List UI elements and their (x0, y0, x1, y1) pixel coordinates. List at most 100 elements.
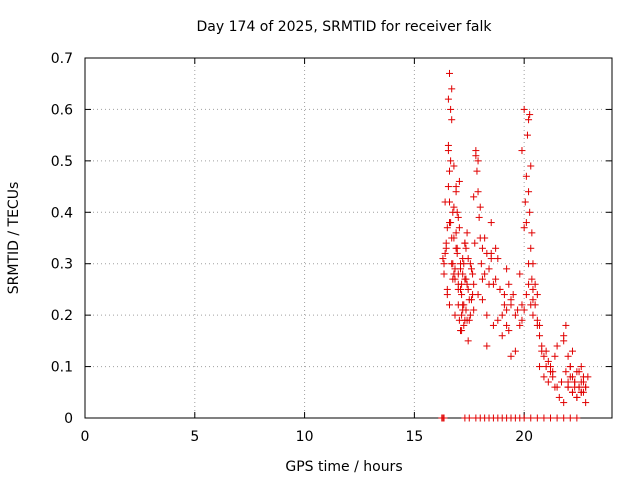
data-point (462, 244, 470, 252)
data-point (566, 363, 574, 371)
data-point (496, 285, 504, 293)
data-point (582, 399, 590, 407)
data-point (531, 280, 539, 288)
data-point (527, 244, 535, 252)
data-point (454, 285, 462, 293)
data-point (450, 203, 458, 211)
data-point (489, 280, 497, 288)
data-point (442, 239, 450, 247)
data-point (465, 414, 473, 422)
data-point (547, 414, 555, 422)
data-point (562, 368, 570, 376)
data-point (446, 301, 454, 309)
data-point (466, 311, 474, 319)
data-point (446, 198, 454, 206)
data-point (531, 301, 539, 309)
data-point (467, 265, 475, 273)
data-point (520, 414, 528, 422)
data-point (542, 347, 550, 355)
data-point (573, 414, 581, 422)
data-point (481, 270, 489, 278)
data-point (520, 224, 528, 232)
data-point (492, 244, 500, 252)
data-point (441, 249, 449, 257)
data-point (452, 229, 460, 237)
data-point (551, 383, 559, 391)
data-point (536, 363, 544, 371)
data-point (518, 301, 526, 309)
data-point (526, 111, 534, 119)
data-point (464, 285, 472, 293)
data-point (568, 347, 576, 355)
data-point (509, 291, 517, 299)
data-point (462, 306, 470, 314)
data-point (518, 147, 526, 155)
data-point (471, 239, 479, 247)
data-point (533, 414, 541, 422)
grid-layer (85, 58, 612, 418)
data-point (582, 383, 590, 391)
data-point (523, 131, 531, 139)
data-point (478, 296, 486, 304)
data-point (551, 352, 559, 360)
y-tick-label: 0.3 (51, 257, 73, 273)
data-point (451, 275, 459, 283)
x-axis-title: GPS time / hours (285, 459, 402, 475)
y-tick-label: 0.2 (51, 308, 73, 324)
data-point (449, 260, 457, 268)
data-point (528, 229, 536, 237)
data-point (483, 249, 491, 257)
data-point (465, 296, 473, 304)
data-point (454, 301, 462, 309)
x-tick-label: 15 (405, 429, 423, 445)
data-point (444, 141, 452, 149)
data-point (566, 373, 574, 381)
data-point (527, 414, 535, 422)
data-point (533, 291, 541, 299)
data-point (466, 260, 474, 268)
data-point (505, 280, 513, 288)
data-point (498, 311, 506, 319)
data-point (446, 167, 454, 175)
data-point (492, 275, 500, 283)
data-point (452, 244, 460, 252)
data-point (544, 357, 552, 365)
data-point (522, 219, 530, 227)
data-point (562, 321, 570, 329)
data-point (443, 291, 451, 299)
data-point (507, 352, 515, 360)
y-tick-label: 0.5 (51, 154, 73, 170)
data-point (505, 327, 513, 335)
data-layer (438, 69, 592, 422)
plot-frame (84, 57, 613, 419)
x-tick-label: 0 (81, 429, 90, 445)
data-point (474, 291, 482, 299)
data-point (528, 275, 536, 283)
data-point (483, 342, 491, 350)
data-point (533, 321, 541, 329)
data-point (514, 306, 522, 314)
data-point (455, 177, 463, 185)
data-point (443, 224, 451, 232)
data-point (463, 316, 471, 324)
x-tick-label: 10 (296, 429, 314, 445)
data-point (553, 342, 561, 350)
data-point (503, 321, 511, 329)
data-point (453, 208, 461, 216)
data-point (470, 280, 478, 288)
y-axis-title: SRMTID / TECUs (6, 182, 22, 295)
data-point (560, 332, 568, 340)
data-point (571, 383, 579, 391)
data-point (516, 321, 524, 329)
x-tick-label: 20 (515, 429, 533, 445)
data-point (454, 213, 462, 221)
data-point (511, 347, 519, 355)
data-point (560, 414, 568, 422)
data-point (451, 311, 459, 319)
data-point (455, 316, 463, 324)
data-point (553, 414, 561, 422)
data-point (526, 208, 534, 216)
data-point (522, 172, 530, 180)
data-point (450, 162, 458, 170)
